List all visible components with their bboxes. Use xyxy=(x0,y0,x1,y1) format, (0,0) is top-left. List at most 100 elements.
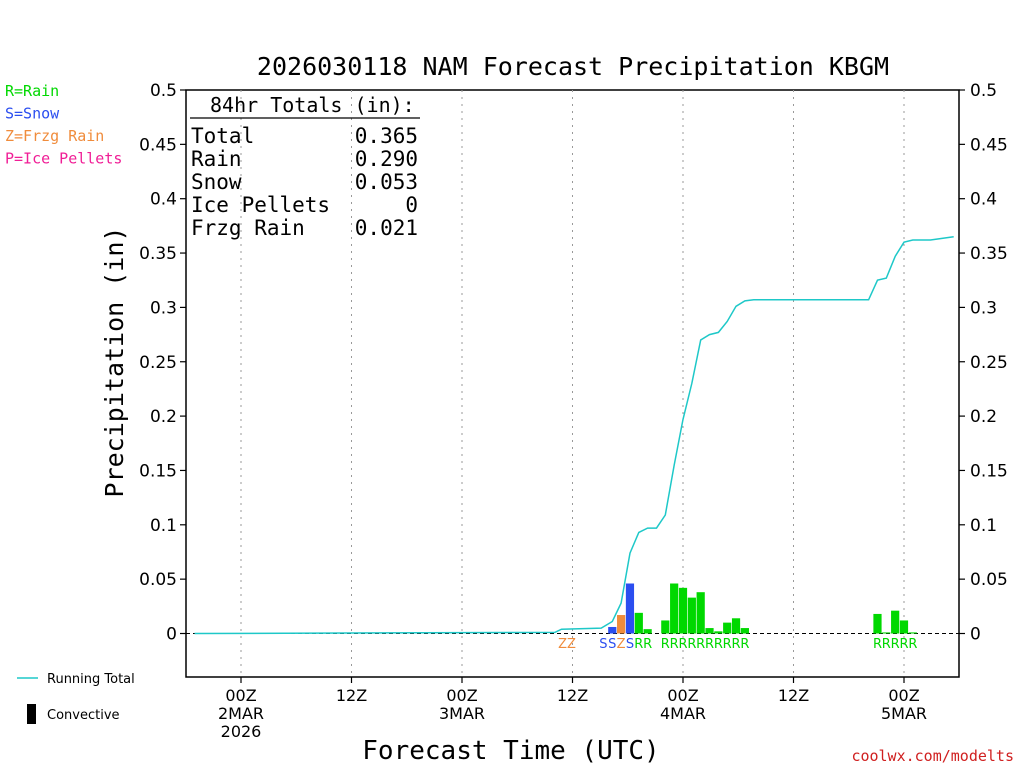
y-tick-label-left: 0.1 xyxy=(150,516,177,536)
ptype-label: R xyxy=(723,637,732,652)
x-tick-label: 2MAR xyxy=(218,704,264,723)
ptype-label: R xyxy=(643,637,652,652)
ptype-label: Z xyxy=(617,637,626,652)
ptype-label: R xyxy=(634,637,643,652)
x-tick-label: 3MAR xyxy=(439,704,485,723)
totals-box: 84hr Totals (in): Total 0.365 Rain 0.290 Sno… xyxy=(190,93,420,240)
legend-entry: P=Ice Pellets xyxy=(5,150,122,168)
ptype-label: R xyxy=(882,637,891,652)
precip-bar-R xyxy=(740,628,749,634)
totals-row-label: Snow xyxy=(191,170,242,194)
totals-row-value: 0.053 xyxy=(355,170,418,194)
ptype-label: R xyxy=(670,637,679,652)
ptype-label: R xyxy=(732,637,741,652)
precip-bar-R xyxy=(678,587,688,634)
y-tick-label-right: 0.15 xyxy=(970,461,1008,481)
ptype-label: R xyxy=(908,637,917,652)
y-tick-label-right: 0.45 xyxy=(970,135,1008,155)
precip-bar-R xyxy=(873,613,882,634)
ptype-label: R xyxy=(678,637,687,652)
precip-bar-R xyxy=(723,622,732,634)
precip-bar-R xyxy=(899,620,909,634)
y-tick-label-right: 0.4 xyxy=(970,190,997,210)
totals-row-label: Rain xyxy=(191,147,242,171)
y-tick-label-left: 0.05 xyxy=(139,570,177,590)
series-legend-label: Convective xyxy=(47,708,120,723)
precip-bar-R xyxy=(891,610,900,634)
ptype-label: R xyxy=(696,637,705,652)
y-tick-label-left: 0.4 xyxy=(150,190,177,210)
x-tick-label: 00Z xyxy=(225,686,256,705)
x-tick-label: 12Z xyxy=(778,686,809,705)
ptype-label: R xyxy=(891,637,900,652)
ptype-label: R xyxy=(873,637,882,652)
x-axis-label: Forecast Time (UTC) xyxy=(362,736,659,766)
totals-row-label: Frzg Rain xyxy=(191,216,305,240)
y-tick-label-right: 0.35 xyxy=(970,244,1008,264)
precip-bar-Z xyxy=(617,615,626,634)
precip-bar-R xyxy=(731,618,741,634)
precip-bar-R xyxy=(908,632,917,634)
y-tick-label-right: 0.3 xyxy=(970,298,997,318)
y-tick-label-left: 0.35 xyxy=(139,244,177,264)
y-tick-label-right: 0.2 xyxy=(970,407,997,427)
totals-row-value: 0.365 xyxy=(355,124,418,148)
ptype-label: R xyxy=(661,637,670,652)
totals-row-value: 0.290 xyxy=(355,147,418,171)
series-legend: Running Total Convective xyxy=(17,672,135,724)
precip-bars xyxy=(608,583,917,634)
y-tick-label-right: 0.25 xyxy=(970,353,1008,373)
y-tick-label-left: 0 xyxy=(166,625,177,645)
chart-title: 2026030118 NAM Forecast Precipitation KB… xyxy=(257,52,889,81)
precip-bar-R xyxy=(696,592,705,634)
x-tick-label: 00Z xyxy=(446,686,477,705)
precip-bar-R xyxy=(705,628,714,634)
y-tick-label-left: 0.25 xyxy=(139,353,177,373)
credit-text: coolwx.com/modelts xyxy=(851,747,1014,765)
precip-bar-R xyxy=(634,612,643,634)
convective-legend-swatch xyxy=(27,704,36,724)
legend-entry: S=Snow xyxy=(5,105,60,123)
y-tick-label-left: 0.15 xyxy=(139,461,177,481)
legend-entry: R=Rain xyxy=(5,82,59,100)
ptype-label: R xyxy=(740,637,749,652)
precip-bar-R xyxy=(643,629,652,634)
ptype-label: S xyxy=(599,637,607,652)
time-gridlines xyxy=(240,90,905,677)
y-tick-label-right: 0.5 xyxy=(970,81,997,101)
y-tick-label-left: 0.2 xyxy=(150,407,177,427)
precip-bar-S xyxy=(625,583,635,634)
x-tick-label: 5MAR xyxy=(881,704,927,723)
y-axis-ticks: 0.5 0.5 0.45 0.45 0.4 0.4 0.35 0.35 0.3 0.3 0.25 0.… xyxy=(139,81,1008,645)
y-tick-label-left: 0.45 xyxy=(139,135,177,155)
ptype-label: S xyxy=(626,637,634,652)
ptype-label: R xyxy=(687,637,696,652)
precip-bar-R xyxy=(687,597,696,634)
ptype-label: Z xyxy=(558,637,567,652)
ptype-label: R xyxy=(705,637,714,652)
y-tick-label-right: 0 xyxy=(970,625,981,645)
running-total-line xyxy=(194,235,954,635)
totals-row-value: 0 xyxy=(405,193,418,217)
y-tick-label-left: 0.3 xyxy=(150,298,177,318)
x-tick-label: 2026 xyxy=(221,722,262,741)
series-legend-label: Running Total xyxy=(47,672,135,687)
x-tick-label: 00Z xyxy=(888,686,919,705)
x-tick-label: 00Z xyxy=(667,686,698,705)
precip-bar-S xyxy=(608,626,617,634)
precip-bar-R xyxy=(661,620,670,634)
precip-bar-R xyxy=(670,583,679,634)
totals-header: 84hr Totals (in): xyxy=(210,93,415,117)
precip-bar-R xyxy=(714,631,723,634)
x-tick-label: 12Z xyxy=(557,686,588,705)
ptype-label: S xyxy=(608,637,616,652)
precip-bar-R xyxy=(882,632,891,634)
totals-row-value: 0.021 xyxy=(355,216,418,240)
legend-entry: Z=Frzg Rain xyxy=(5,127,104,145)
ptype-label: Z xyxy=(567,637,576,652)
x-tick-label: 12Z xyxy=(336,686,367,705)
y-axis-label: Precipitation (in) xyxy=(100,227,129,498)
